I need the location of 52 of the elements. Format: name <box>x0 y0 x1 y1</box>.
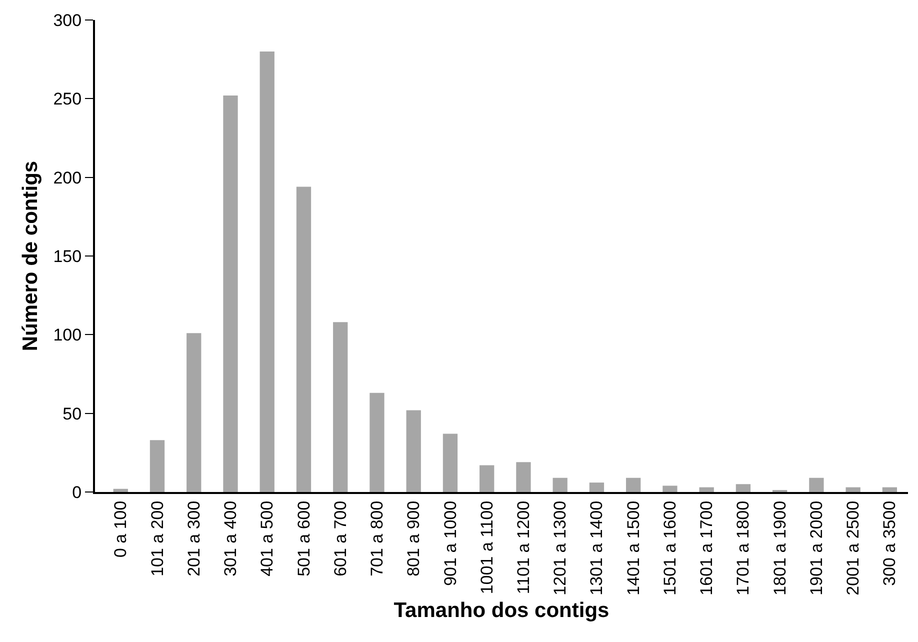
bar <box>736 484 751 492</box>
bar <box>882 487 898 492</box>
x-tick-label: 1401 a 1500 <box>624 500 643 596</box>
x-tick-label: 2001 a 2500 <box>844 500 863 596</box>
bar <box>589 482 604 492</box>
bar <box>846 487 860 492</box>
x-tick-label: 1901 a 2000 <box>806 500 826 596</box>
x-tick-label: 1301 a 1400 <box>587 500 606 596</box>
bar <box>699 487 714 492</box>
x-tick-label: 401 a 500 <box>258 500 277 576</box>
bar <box>186 333 202 492</box>
y-tick-label: 0 <box>72 482 82 502</box>
y-tick-label: 150 <box>53 246 82 266</box>
y-tick-label: 100 <box>53 326 82 345</box>
y-axis-title: Número de contigs <box>18 160 42 352</box>
y-tick-label: 250 <box>53 90 82 109</box>
x-tick-label: 701 a 800 <box>368 500 387 576</box>
x-tick-label: 1101 a 1200 <box>514 500 533 594</box>
x-tick-label: 300 a 3500 <box>880 500 900 586</box>
x-tick-label: 1501 a 1600 <box>660 500 680 596</box>
x-tick-label: 0 a 100 <box>111 500 130 558</box>
x-tick-label: 601 a 700 <box>330 500 350 576</box>
bar <box>662 486 678 492</box>
bar <box>406 410 421 492</box>
x-tick-label: 1601 a 1700 <box>697 500 716 596</box>
bar <box>442 434 458 492</box>
y-tick-label: 50 <box>62 404 82 424</box>
x-tick-label: 501 a 600 <box>294 500 314 576</box>
bar <box>809 478 824 492</box>
x-tick-label: 1801 a 1900 <box>770 500 790 596</box>
bar <box>480 465 494 492</box>
y-tick-label: 300 <box>53 10 82 30</box>
y-tick-label: 200 <box>53 168 82 188</box>
bar <box>333 322 348 492</box>
x-tick-label: 101 a 200 <box>148 500 167 576</box>
x-tick-label: 301 a 400 <box>221 500 240 576</box>
x-tick-label: 1001 a 1100 <box>477 500 496 594</box>
bar <box>516 462 531 492</box>
x-tick-label: 801 a 900 <box>404 500 424 576</box>
bar <box>296 186 312 492</box>
bar <box>223 96 238 492</box>
x-tick-label: 201 a 300 <box>184 500 204 576</box>
bar <box>260 51 274 492</box>
x-tick-label: 901 a 1000 <box>440 500 460 586</box>
bar <box>370 392 384 492</box>
bar <box>113 488 128 492</box>
bar <box>150 440 165 492</box>
x-axis-title: Tamanho dos contigs <box>394 599 610 622</box>
bar <box>552 478 568 492</box>
x-tick-label: 1701 a 1800 <box>734 500 753 596</box>
bar <box>626 478 641 492</box>
x-tick-label: 1201 a 1300 <box>550 500 570 596</box>
